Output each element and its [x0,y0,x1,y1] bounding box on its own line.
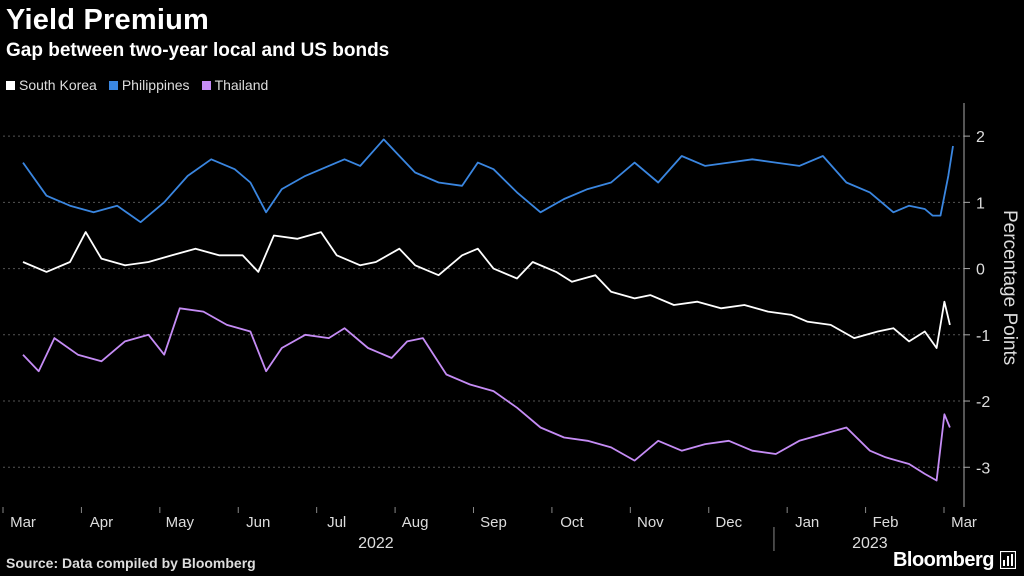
legend: South Korea Philippines Thailand [6,77,268,93]
legend-swatch-south-korea [6,80,15,90]
year-label-2022: 2022 [358,535,394,552]
legend-swatch-philippines [108,80,118,90]
x-tick-label-oct: Oct [560,514,584,531]
x-tick-label-dec: Dec [715,514,742,531]
y-tick-label: -2 [976,394,990,411]
series-line-philippines [22,138,954,224]
year-label-2023: 2023 [852,535,888,552]
y-axis-label: Percentage Points [999,210,1020,365]
brand-logo-text: Bloomberg [892,549,995,571]
legend-label-philippines: Philippines [121,77,190,93]
x-tick-label-aug: Aug [402,514,429,531]
legend-label-thailand: Thailand [214,77,269,93]
y-tick-label: 1 [976,195,985,212]
series-line-thailand [22,307,951,482]
legend-item-philippines: Philippines [108,77,190,93]
x-tick-label-jul: Jul [327,514,346,531]
bloomberg-terminal-icon [1000,551,1016,569]
chart-subtitle: Gap between two-year local and US bonds [6,40,390,61]
legend-item-south-korea: South Korea [6,77,97,93]
x-tick-label-apr: Apr [90,514,113,531]
chart-title: Yield Premium [6,4,209,36]
y-tick-label: -1 [976,328,990,345]
legend-item-thailand: Thailand [201,77,269,93]
x-tick-label-may: May [166,514,195,531]
legend-swatch-thailand [201,80,211,90]
legend-label-south-korea: South Korea [19,77,97,93]
series-line-south-korea [22,231,951,349]
x-tick-label-jan: Jan [795,514,819,531]
x-tick-label-sep: Sep [480,514,507,531]
x-tick-label-mar: Mar [951,514,977,531]
source-note: Source: Data compiled by Bloomberg [6,555,256,571]
y-tick-label: 2 [976,129,985,146]
y-tick-label: 0 [976,262,985,279]
x-tick-label-mar: Mar [10,514,36,531]
x-tick-label-feb: Feb [873,514,899,531]
x-tick-label-jun: Jun [246,514,270,531]
y-tick-label: -3 [976,460,990,477]
x-tick-label-nov: Nov [637,514,664,531]
